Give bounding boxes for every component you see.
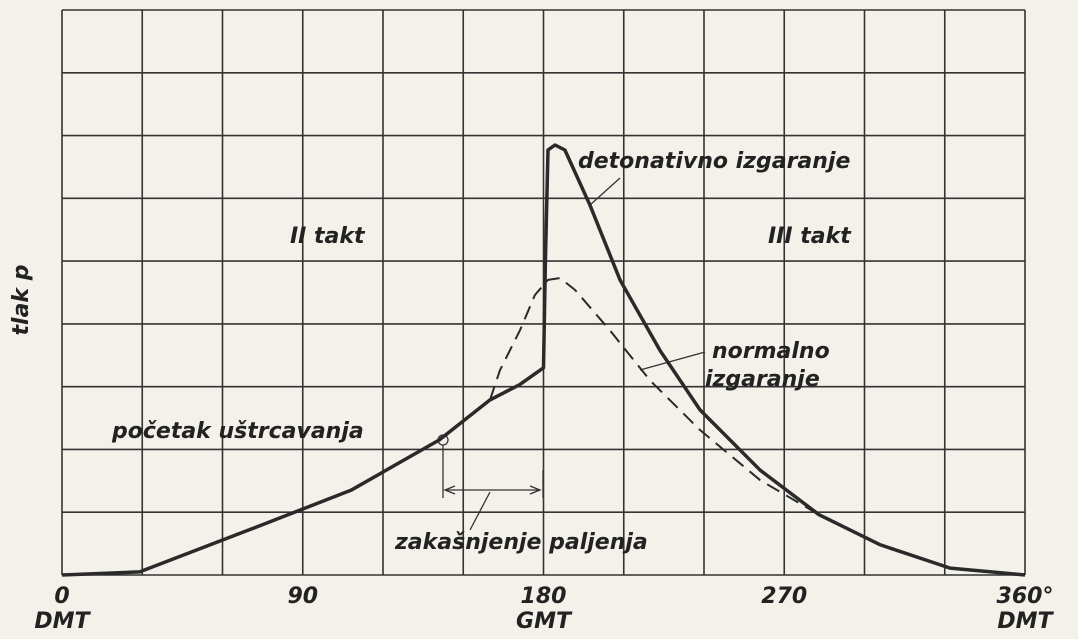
annotation: početak uštrcavanja — [111, 419, 364, 444]
arrow-heads — [443, 485, 542, 495]
annotation: detonativno izgaranje — [578, 149, 850, 174]
series-line — [489, 277, 820, 516]
x-tick-label: 270 — [761, 584, 807, 609]
y-axis-label: tlak p — [9, 265, 34, 336]
x-tick-label: 0 — [54, 584, 69, 609]
x-tick-label: 90 — [287, 584, 318, 609]
annotation: III takt — [768, 224, 852, 249]
x-tick-sublabel: DMT — [34, 609, 91, 634]
leader-line — [469, 491, 491, 531]
x-tick-label: 360° — [997, 584, 1054, 609]
annotation: izgaranje — [705, 367, 820, 392]
x-tick-sublabel: GMT — [516, 609, 573, 634]
annotation: II takt — [290, 224, 366, 249]
leaders — [437, 177, 706, 531]
x-tick-label: 180 — [521, 584, 567, 609]
leader-line — [639, 351, 706, 371]
leader-line — [589, 177, 621, 206]
series-line — [61, 143, 1026, 577]
x-tick-sublabel: DMT — [997, 609, 1054, 634]
annotation: zakašnjenje paljenja — [394, 530, 648, 555]
annotation: normalno — [712, 339, 830, 364]
